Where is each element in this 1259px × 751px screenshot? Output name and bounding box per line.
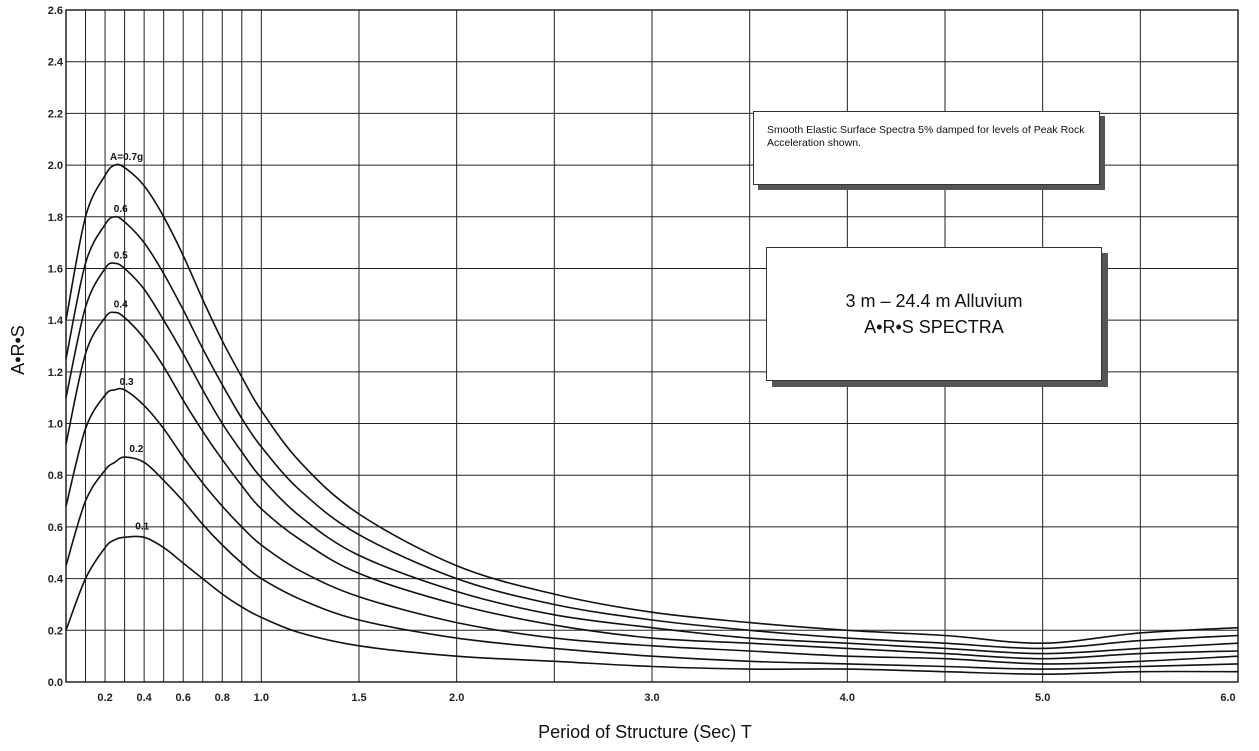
spectrum-curve: [65, 163, 1239, 645]
annotation-box: Smooth Elastic Surface Spectra 5% damped…: [753, 111, 1100, 185]
x-tick-label: 1.0: [254, 692, 269, 704]
chart-title-box: 3 m – 24.4 m Alluvium A•R•S SPECTRA: [766, 247, 1102, 381]
y-tick-label: 1.4: [48, 315, 64, 327]
x-tick-label: 2.0: [449, 692, 464, 704]
curve-label: 0.5: [114, 250, 128, 261]
spectrum-curve: [65, 387, 1239, 665]
spectra-curves: [65, 163, 1239, 676]
y-tick-labels: 0.0 0.2 0.4 0.6 0.8 1.0 1.2 1.4 1.6 1.8 2.0 2.2 2.4 2…: [48, 5, 64, 689]
curve-label: 0.3: [120, 377, 134, 388]
curve-label: 0.2: [129, 444, 143, 455]
y-tick-label: 2.0: [48, 160, 63, 172]
y-tick-label: 1.8: [48, 212, 63, 224]
curve-labels: A=0.7g 0.6 0.5 0.4 0.3 0.2 0.1: [110, 152, 150, 533]
x-tick-label: 0.2: [97, 692, 112, 704]
x-tick-label: 0.4: [136, 692, 152, 704]
spectrum-curve: [65, 456, 1239, 670]
spectrum-curve: [65, 311, 1239, 660]
y-tick-label: 2.6: [48, 5, 63, 17]
x-tick-label: 0.6: [176, 692, 191, 704]
annotation-text: Smooth Elastic Surface Spectra 5% damped…: [767, 124, 1085, 149]
x-tick-label: 0.8: [215, 692, 230, 704]
spectrum-curve: [65, 262, 1239, 655]
curve-label: 0.6: [114, 204, 128, 215]
curve-label: 0.1: [135, 522, 149, 533]
y-tick-label: 0.6: [48, 522, 63, 534]
x-tick-label: 5.0: [1035, 692, 1050, 704]
y-tick-label: 0.4: [48, 574, 64, 586]
y-tick-label: 1.0: [48, 419, 63, 431]
y-axis-title: A•R•S: [8, 325, 28, 375]
x-tick-label: 4.0: [840, 692, 855, 704]
x-tick-label: 3.0: [644, 692, 659, 704]
spectrum-curve: [65, 215, 1239, 650]
y-tick-label: 1.6: [48, 263, 63, 275]
chart-title: 3 m – 24.4 m Alluvium: [845, 291, 1023, 311]
y-tick-label: 0.0: [48, 677, 63, 689]
y-tick-label: 2.4: [48, 57, 64, 69]
x-tick-label: 1.5: [351, 692, 366, 704]
chart-subtitle: A•R•S SPECTRA: [864, 317, 1004, 337]
spectrum-curve: [65, 535, 1239, 676]
x-tick-labels: 0.2 0.4 0.6 0.8 1.0 1.5 2.0 3.0 4.0 5.0 6.0: [97, 692, 1235, 704]
y-tick-label: 0.8: [48, 470, 63, 482]
x-tick-label: 6.0: [1220, 692, 1235, 704]
x-axis-title: Period of Structure (Sec) T: [538, 722, 752, 742]
curve-label: A=0.7g: [110, 152, 143, 163]
y-tick-label: 1.2: [48, 367, 63, 379]
y-tick-label: 0.2: [48, 625, 63, 637]
y-tick-label: 2.2: [48, 108, 63, 120]
curve-label: 0.4: [114, 299, 128, 310]
